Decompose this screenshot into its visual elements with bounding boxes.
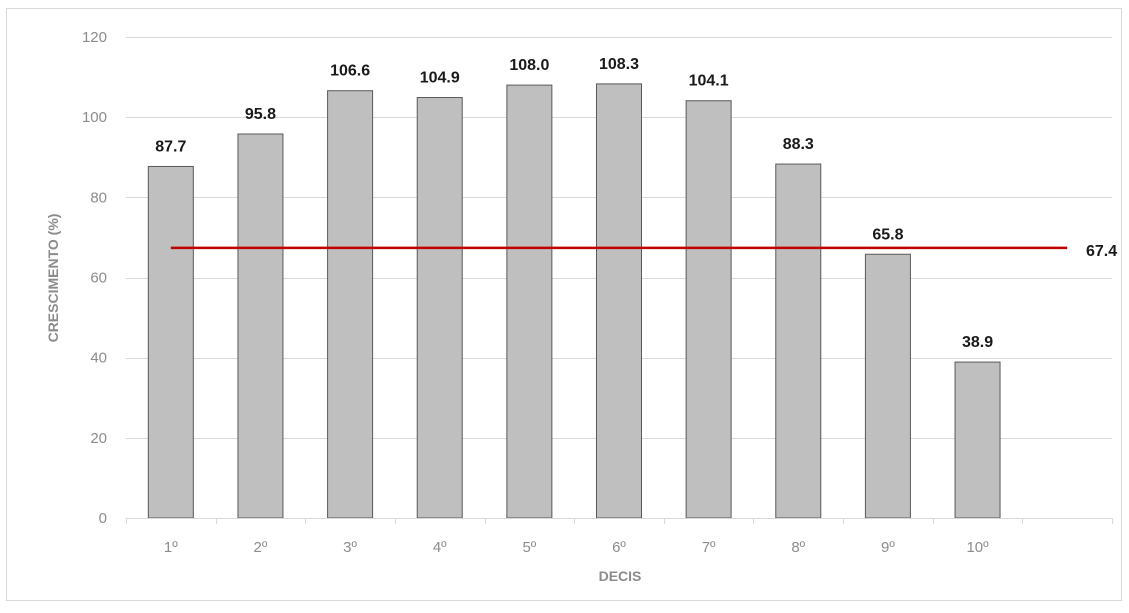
reference-line-group: 67.4 <box>170 243 1117 260</box>
y-axis-title: CRESCIMENTO (%) <box>45 214 61 343</box>
data-label: 108.3 <box>599 56 639 73</box>
x-tick-label: 8º <box>791 539 805 556</box>
bar <box>506 84 553 519</box>
bar <box>237 133 284 519</box>
bar <box>775 163 822 519</box>
data-label: 88.3 <box>783 136 814 153</box>
data-label: 38.9 <box>962 334 993 351</box>
x-tick-label: 10º <box>966 539 989 556</box>
x-axis-title: DECIS <box>599 568 642 584</box>
data-label: 108.0 <box>509 57 549 74</box>
bar <box>416 97 463 519</box>
bars <box>147 83 1001 519</box>
data-label: 87.7 <box>155 138 186 155</box>
x-tick-label: 2º <box>254 539 268 556</box>
bar <box>596 83 642 519</box>
y-tick-label: 40 <box>90 350 107 367</box>
data-label: 95.8 <box>245 106 276 123</box>
x-tick-label: 5º <box>522 539 536 556</box>
bar <box>147 165 194 519</box>
y-tick-label: 120 <box>82 29 107 46</box>
x-tick-label: 4º <box>433 539 447 556</box>
x-tick-label: 6º <box>612 539 626 556</box>
y-axis-ticks: 0 20 40 60 80 100 120 <box>82 29 107 527</box>
y-tick-label: 80 <box>90 189 107 206</box>
bar <box>327 90 374 519</box>
data-label: 65.8 <box>872 226 903 243</box>
data-label: 106.6 <box>330 63 370 80</box>
x-tick-label: 9º <box>881 539 895 556</box>
y-tick-label: 100 <box>82 109 107 126</box>
x-axis: 1º 2º 3º 4º 5º 6º 7º 8º 9º 10º <box>126 518 1113 556</box>
data-labels: 87.7 95.8 106.6 104.9 108.0 108.3 104.1 88.3 65.… <box>155 56 993 351</box>
y-tick-label: 60 <box>90 270 107 287</box>
x-tick-label: 1º <box>164 539 178 556</box>
x-tick-label: 7º <box>702 539 716 556</box>
data-label: 104.9 <box>420 70 460 87</box>
reference-line-label: 67.4 <box>1086 243 1117 260</box>
x-tick-label: 3º <box>343 539 357 556</box>
y-tick-label: 0 <box>99 510 107 527</box>
y-tick-label: 20 <box>90 430 107 447</box>
bar <box>864 253 911 519</box>
bar <box>685 100 732 519</box>
data-label: 104.1 <box>689 73 729 90</box>
bar <box>954 361 1001 519</box>
